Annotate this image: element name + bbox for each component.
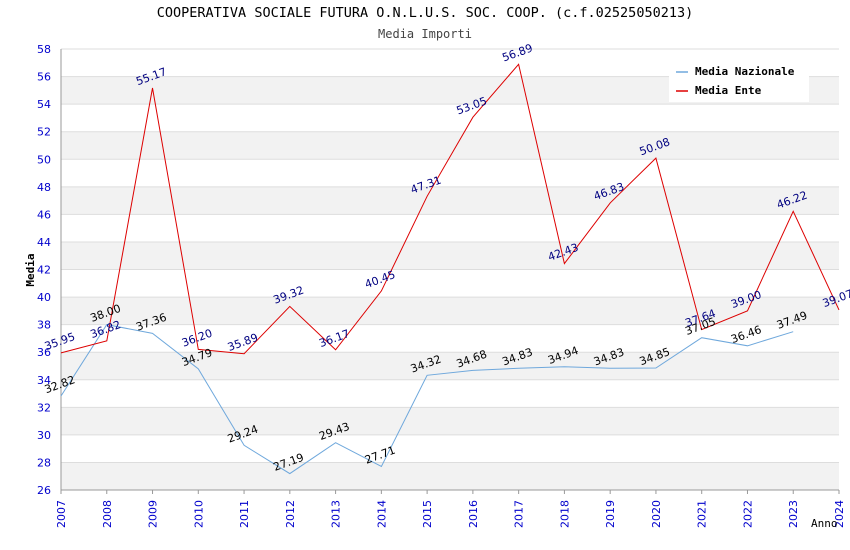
series-line-media-nazionale [60, 324, 794, 475]
y-tick-label: 50 [37, 153, 51, 166]
y-tick-label: 40 [37, 291, 51, 304]
y-tick-label: 44 [37, 236, 51, 249]
x-tick-label: 2023 [787, 500, 800, 528]
data-label: 36.17 [317, 327, 351, 350]
background-band [61, 297, 839, 325]
legend-box [669, 60, 809, 102]
y-tick-label: 58 [37, 43, 51, 56]
y-tick-label: 30 [37, 429, 51, 442]
x-tick-label: 2008 [101, 500, 114, 528]
x-tick-label: 2024 [833, 500, 846, 528]
y-tick-label: 26 [37, 484, 51, 497]
legend-label-media-nazionale: Media Nazionale [695, 65, 795, 78]
y-tick-label: 32 [37, 401, 51, 414]
background-band [61, 352, 839, 380]
legend-label-media-ente: Media Ente [695, 84, 762, 97]
x-axis-title: Anno [811, 517, 838, 530]
x-tick-label: 2015 [421, 500, 434, 528]
x-tick-label: 2009 [147, 500, 160, 528]
background-band [61, 241, 839, 270]
data-label: 56.89 [500, 42, 534, 65]
background-band [61, 131, 839, 160]
y-tick-label: 42 [37, 264, 51, 277]
x-tick-labels: 2007 2008 2009 2010 2011 2012 2013 2014 2015 2016… [55, 500, 846, 528]
x-tick-label: 2019 [604, 500, 617, 528]
background-band [61, 407, 839, 435]
y-tick-label: 38 [37, 319, 51, 332]
background-band [61, 186, 839, 215]
y-tick-label: 36 [37, 346, 51, 359]
y-tick-label: 54 [37, 98, 51, 111]
x-tick-label: 2007 [55, 500, 68, 528]
y-tick-label: 46 [37, 208, 51, 221]
x-tick-label: 2021 [696, 500, 709, 528]
x-tick-label: 2014 [375, 500, 388, 528]
x-tick-label: 2013 [330, 500, 343, 528]
chart-subtitle: Media Importi [378, 27, 472, 41]
x-tick-label: 2018 [558, 500, 571, 528]
data-label: 40.45 [363, 268, 397, 291]
y-tick-label: 52 [37, 126, 51, 139]
y-tick-labels: 26 28 30 32 34 36 38 40 42 44 46 48 50 52 54 56 58 [37, 43, 51, 497]
x-tick-label: 2017 [513, 500, 526, 528]
background-band [61, 462, 839, 490]
x-tick-label: 2020 [650, 500, 663, 528]
y-tick-label: 28 [37, 456, 51, 469]
y-tick-label: 56 [37, 71, 51, 84]
grid-lines [61, 48, 839, 491]
series-lines [60, 63, 840, 475]
series-line-media-ente [60, 63, 840, 355]
chart-title: COOPERATIVA SOCIALE FUTURA O.N.L.U.S. SO… [156, 5, 694, 21]
x-tick-label: 2010 [192, 500, 205, 528]
x-tick-label: 2022 [741, 500, 754, 528]
y-axis-title: Media [24, 253, 37, 286]
legend: Media Nazionale Media Ente [669, 60, 809, 102]
x-tick-label: 2012 [284, 500, 297, 528]
x-tick-label: 2011 [238, 500, 251, 528]
plot-background-bands [61, 76, 839, 490]
axes [60, 49, 840, 494]
y-tick-label: 34 [37, 374, 51, 387]
data-label: 35.89 [226, 331, 260, 354]
y-tick-label: 48 [37, 181, 51, 194]
x-tick-label: 2016 [467, 500, 480, 528]
